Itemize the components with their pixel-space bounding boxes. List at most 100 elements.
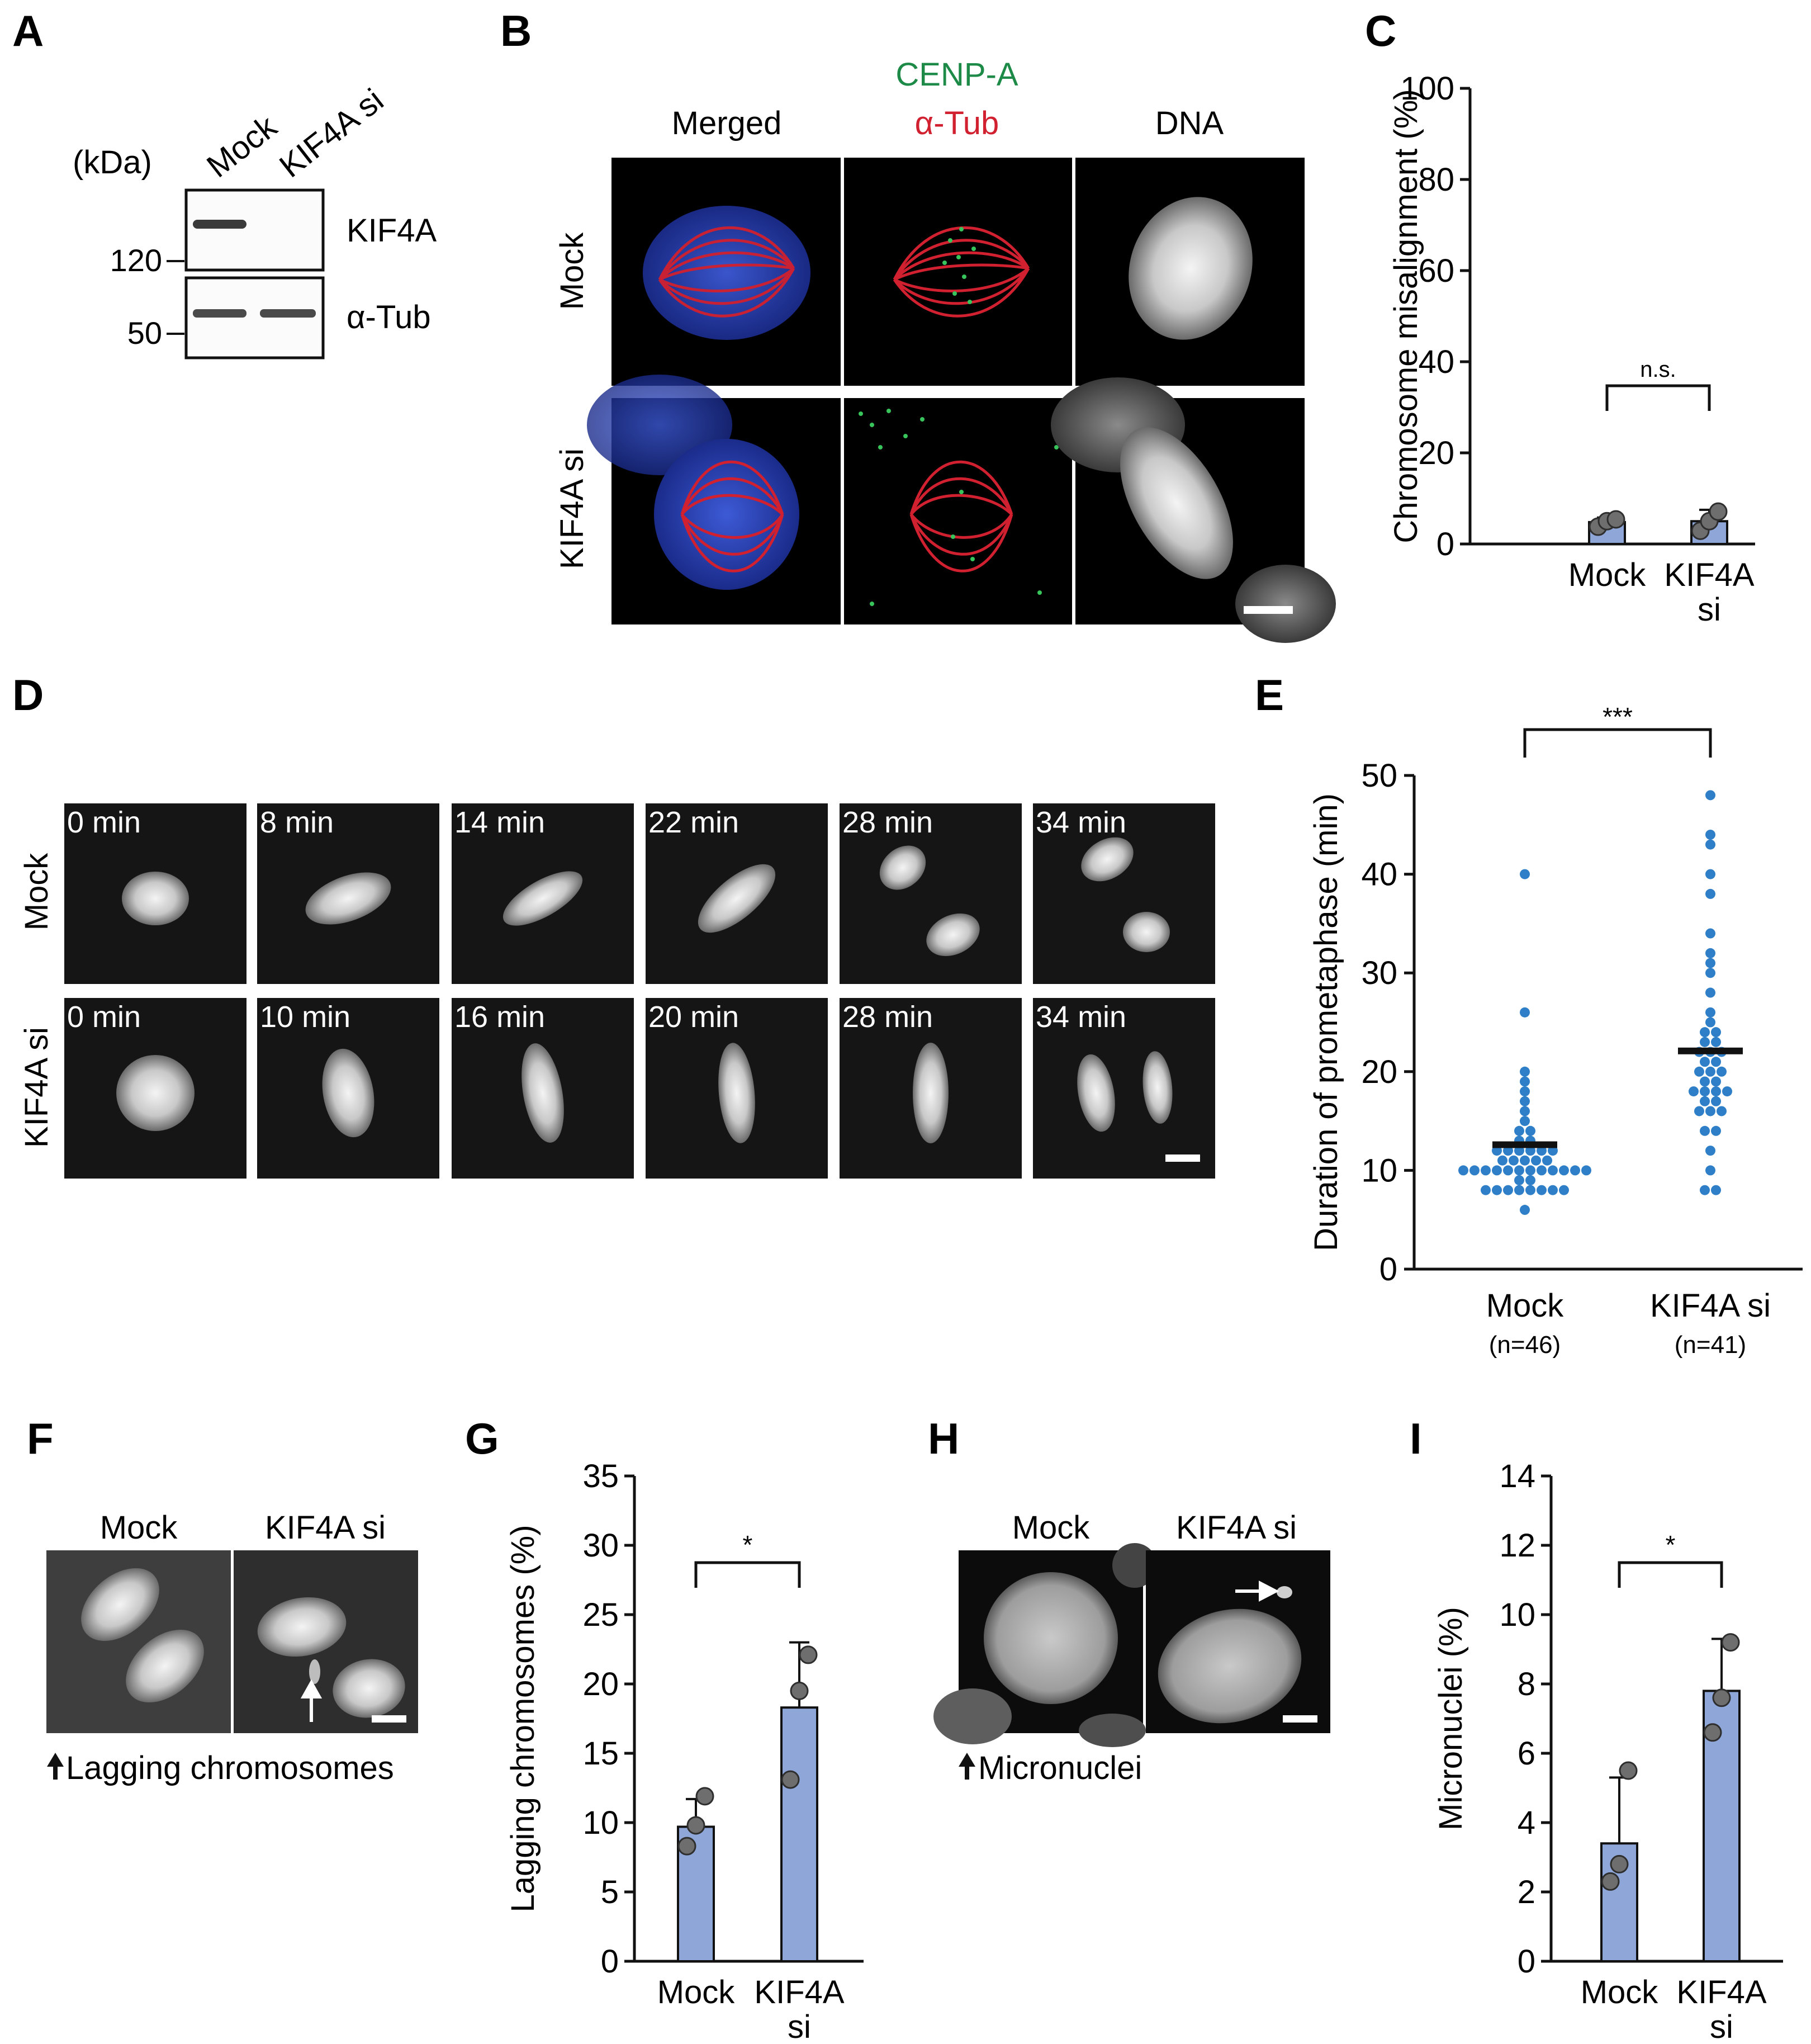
y-tick-label: 30 (582, 1527, 619, 1564)
chromosome-mass (1123, 912, 1170, 952)
data-point (1542, 1155, 1552, 1166)
frame-mock-2: 8 min (257, 803, 439, 984)
time-label: 34 min (1036, 806, 1126, 839)
data-point (1703, 1723, 1722, 1742)
y-axis-label: Chromosome misalignment (%) (1388, 89, 1424, 543)
panel-d-live-imaging: Mock KIF4A si 0 min 8 min 14 min 22 min 28 m… (18, 803, 1215, 1179)
data-point (1705, 790, 1715, 801)
x-tick-label: KIF4A (754, 1974, 844, 2010)
data-point (1514, 1146, 1524, 1156)
time-label: 28 min (842, 806, 933, 839)
data-point (1525, 1146, 1535, 1156)
y-tick-label: 25 (582, 1597, 619, 1633)
data-point (790, 1681, 809, 1700)
data-point (1559, 1185, 1569, 1195)
chart-prometaphase-duration: 0 10 20 30 40 50 Duration of prometaphase (min… (1308, 702, 1803, 1359)
data-point (1705, 839, 1715, 850)
data-point (1548, 1146, 1558, 1156)
x-tick-label: si (1710, 2009, 1733, 2044)
panel-letter-e: E (1255, 670, 1284, 720)
data-point (1700, 1185, 1710, 1195)
frame-background (1033, 998, 1215, 1179)
data-point (686, 1816, 705, 1835)
data-point (1700, 1027, 1710, 1038)
chromosome-mass (1081, 837, 1134, 882)
y-tick-label: 80 (1418, 162, 1454, 198)
y-tick-label: 15 (582, 1735, 619, 1772)
frame-kif4a-1: 0 min (64, 998, 246, 1179)
y-tick-label: 20 (1418, 435, 1454, 471)
data-point (1709, 502, 1728, 521)
data-point (1525, 1165, 1535, 1176)
data-point (1705, 928, 1715, 939)
data-point (1520, 1076, 1530, 1087)
data-point (781, 1770, 800, 1789)
image-mock-dna (1075, 158, 1305, 386)
data-point (1705, 869, 1715, 879)
data-point (1503, 1185, 1513, 1195)
chromosome-mass (1142, 1051, 1173, 1124)
data-point (1705, 1007, 1715, 1018)
frame-mock-4: 22 min (646, 803, 828, 984)
col-header-kif4a-si: KIF4A si (265, 1510, 386, 1546)
band-label-kif4a: KIF4A (347, 212, 437, 249)
col-header-cenp-a: CENP-A (895, 56, 1018, 93)
x-tick-label: Mock (1486, 1288, 1565, 1324)
data-point (1520, 1155, 1530, 1166)
data-point (1481, 1185, 1491, 1195)
data-point (1525, 1185, 1535, 1195)
data-point (1509, 1155, 1519, 1166)
chromosome-mass (913, 1043, 949, 1143)
data-point (1712, 1688, 1731, 1707)
y-tick-label: 0 (601, 1943, 619, 1980)
caption-micronuclei-label: Micronuclei (978, 1750, 1142, 1786)
row-label-mock: Mock (18, 853, 55, 931)
frame-mock-1: 0 min (64, 803, 246, 984)
data-point (1537, 1146, 1547, 1156)
data-point (1705, 968, 1715, 978)
time-label: 10 min (260, 1000, 350, 1034)
panel-letter-b: B (500, 6, 532, 55)
data-point (1469, 1165, 1480, 1176)
data-point (1520, 1086, 1530, 1097)
data-point (1525, 1175, 1535, 1186)
image-kif4a-dna (1051, 377, 1336, 643)
y-tick-label: 8 (1518, 1666, 1535, 1702)
n-label: (n=41) (1675, 1331, 1746, 1359)
data-point (1700, 1076, 1710, 1087)
panel-a-western-blot: Mock KIF4A si (kDa) 120 50 KIF4A α-Tub (73, 82, 437, 359)
data-point (1492, 1165, 1502, 1176)
chromosome-mass (926, 913, 980, 957)
col-header-tub: α-Tub (915, 105, 999, 141)
y-tick-label: 10 (1499, 1597, 1535, 1633)
col-header-mock: Mock (1012, 1510, 1091, 1546)
y-tick-label: 6 (1518, 1735, 1535, 1772)
data-point (1492, 1146, 1502, 1156)
lane-label-mock: Mock (200, 108, 284, 184)
band-label-tub: α-Tub (347, 299, 431, 335)
data-point (1711, 1027, 1721, 1038)
significance-bracket (1523, 728, 1712, 758)
image-kif4a-merged (587, 375, 841, 624)
data-point (1705, 1106, 1715, 1116)
row-label-mock: Mock (554, 232, 590, 310)
caption-lagging-label: Lagging chromosomes (66, 1750, 394, 1786)
data-point (1581, 1165, 1591, 1176)
time-label: 0 min (67, 1000, 141, 1034)
data-point (1694, 1106, 1704, 1116)
y-tick-label: 20 (1361, 1054, 1397, 1090)
significance-label: *** (1603, 702, 1633, 731)
data-point (695, 1787, 714, 1806)
chromosome-mass (122, 872, 189, 925)
data-point (1606, 510, 1625, 529)
data-point (1537, 1185, 1547, 1195)
data-point (1481, 1165, 1491, 1176)
frame-kif4a-2: 10 min (257, 998, 439, 1179)
data-point (1520, 1205, 1530, 1215)
col-header-dna: DNA (1155, 105, 1224, 141)
y-tick-label: 0 (1518, 1943, 1535, 1980)
panel-letter-c: C (1365, 6, 1396, 55)
caption-micronuclei: Micronuclei (959, 1750, 1142, 1786)
data-point (1514, 1165, 1524, 1176)
data-point (1570, 1165, 1580, 1176)
